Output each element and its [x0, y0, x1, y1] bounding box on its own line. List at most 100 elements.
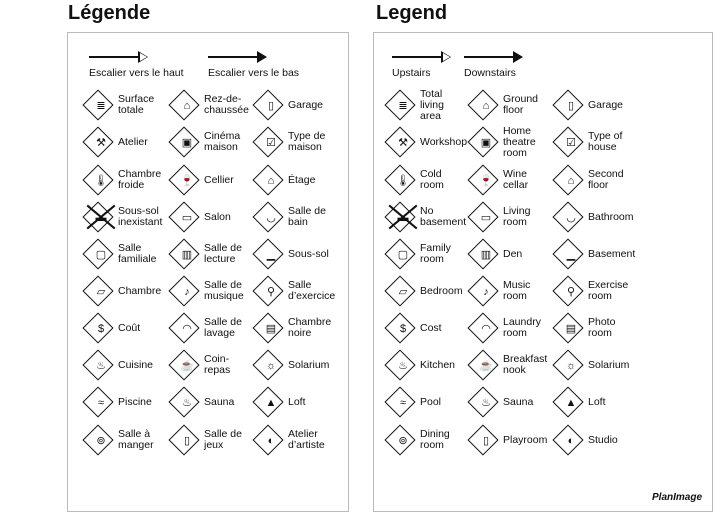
checkbox-icon-glyph: ☑: [566, 137, 576, 149]
theatre-icon-glyph: ▣: [181, 137, 193, 149]
legend-item: ☑ Type de maison: [252, 126, 342, 163]
legend-item: ⊚ Dining room: [384, 424, 474, 461]
legend-item-label: Salle de bain: [288, 205, 326, 228]
legend-item-label: Type of house: [588, 130, 623, 153]
book-icon-glyph: ▥: [181, 249, 193, 261]
legend-item: ▲ Loft: [252, 386, 342, 423]
legend-item-label: Studio: [588, 433, 618, 446]
legend-item-label: Sauna: [503, 395, 534, 408]
sink-icon-glyph: ◡: [566, 212, 576, 224]
dining-icon-glyph: ⊚: [96, 435, 106, 447]
legend-item-label: Total living area: [420, 87, 444, 122]
legend-item-label: Salle de lavage: [204, 316, 242, 339]
english-title: Legend: [376, 2, 448, 24]
legend-item: ▢ Salle familiale: [82, 238, 172, 275]
legend-item-label: Home theatre room: [503, 124, 536, 159]
basement-icon-glyph: ▁: [566, 249, 576, 261]
legend-item-label: Ground floor: [503, 93, 539, 116]
legend-item-label: Pool: [420, 395, 442, 408]
legend-item-label: Salle d’exercice: [288, 279, 336, 302]
legend-item: ▁ Sous-sol: [252, 238, 342, 275]
cross-icon: [385, 202, 421, 232]
thermometer-icon-glyph: 🌡: [94, 175, 108, 187]
legend-item: ♪ Salle de musique: [168, 275, 258, 312]
legend-item-label: Workshop: [420, 135, 468, 148]
sink-icon-glyph: ◡: [266, 212, 276, 224]
legend-item: ⌂ Étage: [252, 164, 342, 201]
wine-icon-glyph: 🍷: [180, 175, 194, 187]
legend-item: ▢ Family room: [384, 238, 474, 275]
legend-item-label: Wine cellar: [503, 168, 529, 191]
legend-item: ⌂ Ground floor: [467, 89, 557, 126]
legend-item-label: Kitchen: [420, 358, 456, 371]
french-panel: [67, 32, 349, 512]
legend-item-label: Type de maison: [288, 130, 326, 153]
legend-item-label: Rez-de- chaussée: [204, 93, 249, 116]
legend-item-label: Cellier: [204, 173, 234, 186]
upstairs-label: Escalier vers le haut: [89, 67, 184, 79]
camera-icon-glyph: ▤: [265, 323, 277, 335]
legend-item: ▱ Chambre: [82, 275, 172, 312]
game-icon-glyph: ▯: [183, 435, 191, 447]
ground-floor-icon-glyph: ⌂: [183, 100, 191, 112]
legend-item: ☑ Type of house: [552, 126, 642, 163]
legend-item: ⚲ Salle d’exercice: [252, 275, 342, 312]
dollar-icon-glyph: $: [399, 323, 407, 335]
legend-item-label: Salle à manger: [118, 428, 154, 451]
thermometer-icon-glyph: 🌡: [396, 175, 410, 187]
legend-item: ⌂ Second floor: [552, 164, 642, 201]
legend-item-label: Salle de lecture: [204, 242, 242, 265]
dollar-icon-glyph: $: [97, 323, 105, 335]
legend-item: ⚲ Exercise room: [552, 275, 642, 312]
cup-icon-glyph: ☕: [479, 360, 493, 372]
legend-item: ◐ Studio: [552, 424, 642, 461]
downstairs-label: Escalier vers le bas: [208, 67, 300, 79]
legend-item: ⊚ Salle à manger: [82, 424, 172, 461]
legend-item-label: Coût: [118, 321, 141, 334]
palette-icon-glyph: ◐: [267, 435, 275, 447]
legend-item-label: Photo room: [588, 316, 616, 339]
legend-item: ▣ Cinéma maison: [168, 126, 258, 163]
pool-icon-glyph: ≈: [399, 397, 407, 409]
sauna-icon-glyph: ♨: [182, 397, 192, 409]
checkbox-icon-glyph: ☑: [266, 137, 276, 149]
legend-item-label: Cost: [420, 321, 442, 334]
laundry-icon-glyph: ◠: [481, 323, 491, 335]
downstairs-label: Downstairs: [464, 67, 516, 79]
second-floor-icon-glyph: ⌂: [567, 175, 575, 187]
pot-icon-glyph: ♨: [96, 360, 106, 372]
music-icon-glyph: ♪: [184, 286, 190, 298]
legend-item-label: Garage: [288, 98, 324, 111]
loft-icon-glyph: ▲: [565, 397, 577, 409]
legend-item-label: Piscine: [118, 395, 152, 408]
legend-item: ▣ Home theatre room: [467, 124, 557, 163]
theatre-icon-glyph: ▣: [480, 137, 492, 149]
legend-item: ☼ Solarium: [552, 349, 642, 386]
legend-item: ▤ Chambre noire: [252, 312, 342, 349]
legend-item: ♪ Music room: [467, 275, 557, 312]
legend-item-label: Chambre: [118, 284, 162, 297]
legend-item: $ Coût: [82, 312, 172, 349]
legend-item: ⚒ Workshop: [384, 126, 474, 163]
legend-item: ≈ Piscine: [82, 386, 172, 423]
legend-item: ▥ Den: [467, 238, 557, 275]
legend-item-label: Dining room: [420, 428, 450, 451]
french-title: Légende: [68, 2, 151, 24]
bed-icon-glyph: ▱: [96, 286, 106, 298]
legend-item: ≣ Surface totale: [82, 89, 172, 126]
legend-item-label: Playroom: [503, 433, 548, 446]
legend-item: 🌡 Cold room: [384, 164, 474, 201]
legend-item: ▬No basement: [384, 201, 474, 238]
legend-item-label: Chambre froide: [118, 168, 162, 191]
legend-item-label: Sous-sol: [288, 247, 329, 260]
legend-item: ▭ Living room: [467, 201, 557, 238]
legend-item: ◡ Bathroom: [552, 201, 642, 238]
pot-icon-glyph: ♨: [398, 360, 408, 372]
music-icon-glyph: ♪: [483, 286, 489, 298]
legend-item-label: Surface totale: [118, 93, 155, 116]
legend-item-label: Music room: [503, 279, 531, 302]
legend-item: ◐ Atelier d’artiste: [252, 424, 342, 461]
legend-item: 🌡 Chambre froide: [82, 164, 172, 201]
game-icon-glyph: ▯: [482, 435, 490, 447]
legend-item: ♨ Kitchen: [384, 349, 474, 386]
